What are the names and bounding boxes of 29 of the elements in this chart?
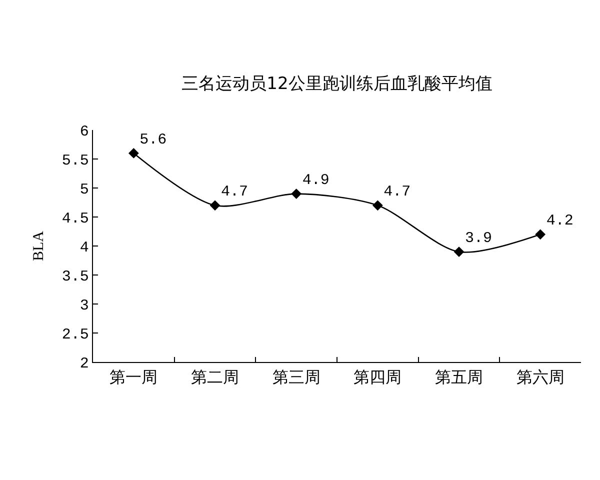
y-tick-label: 4 [80,239,89,256]
point [535,229,546,240]
data-label: 5.6 [140,131,167,148]
data-label: 3.9 [465,230,492,248]
y-tick-label: 3 [80,297,89,314]
y-tick-label: 6 [80,123,89,140]
x-tick-label: 第三周 [272,367,320,386]
y-axis-title: BLA [31,230,48,261]
x-tick-label: 第五周 [435,367,483,386]
chart-title: 三名运动员12公里跑训练后血乳酸平均值 [182,74,492,94]
data-label: 4.2 [546,212,574,230]
y-tick-label: 3.5 [62,268,89,286]
x-tick-label: 第二周 [191,367,239,386]
y-tick-label: 5 [80,181,89,198]
y-tick-label: 2 [80,355,89,372]
y-tick-label: 5.5 [62,152,89,170]
point [454,246,464,257]
data-label: 4.9 [302,172,330,190]
point [372,200,383,211]
y-tick-label: 2.5 [62,326,89,344]
point [128,148,139,158]
data-label: 4.7 [384,184,411,201]
data-label: 4.7 [221,184,248,201]
point [291,188,302,199]
y-tick-label: 4.5 [62,210,89,228]
x-tick-label: 第一周 [110,367,158,386]
x-tick-label: 第四周 [354,367,402,386]
point [210,200,220,211]
x-tick-label: 第六周 [516,367,564,386]
